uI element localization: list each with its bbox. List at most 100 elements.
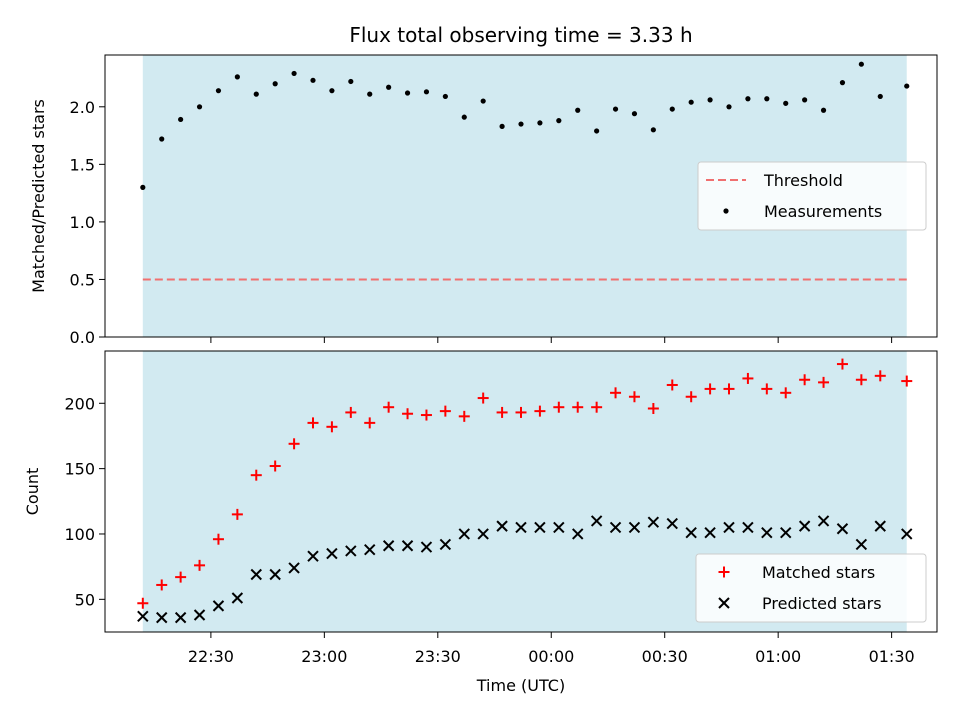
top-y-tick-label: 1.0 — [70, 213, 95, 232]
bottom-cross-point — [704, 526, 716, 539]
top-dot-point — [631, 111, 638, 117]
bottom-cross-point — [439, 538, 452, 551]
top-dot-point — [904, 83, 910, 89]
bottom-cross-point — [685, 526, 697, 539]
top-dot-point — [575, 107, 581, 113]
bottom-cross-point — [855, 538, 868, 551]
top-y-tick-label: 0.5 — [70, 270, 95, 289]
top-dot-point — [802, 97, 808, 103]
x-tick-label: 00:30 — [642, 647, 688, 666]
x-tick-label: 00:00 — [528, 647, 574, 666]
top-legend-label: Measurements — [764, 202, 882, 221]
bottom-plus-point — [855, 374, 867, 386]
bottom-cross-point — [307, 550, 319, 562]
bottom-legend-label: Matched stars — [762, 563, 875, 582]
bottom-cross-point — [137, 610, 149, 623]
x-axis-label: Time (UTC) — [476, 676, 565, 695]
bottom-plus-point — [799, 374, 811, 386]
bottom-plus-point — [326, 421, 338, 433]
top-dot-point — [423, 89, 430, 95]
top-panel: 0.0 0.5 1.0 1.5 2.0 Matched/Predicted stars Th… — [29, 54, 938, 347]
bottom-plus-point — [269, 460, 281, 472]
bottom-cross-point — [193, 609, 206, 621]
bottom-plus-point — [628, 391, 640, 403]
bottom-plus-point — [534, 405, 546, 417]
top-dot-point — [650, 127, 656, 133]
top-dot-point — [877, 93, 883, 100]
top-legend-swatch — [723, 208, 729, 214]
bottom-cross-point — [666, 517, 678, 530]
top-dot-point — [707, 97, 713, 103]
bottom-cross-point — [174, 611, 187, 624]
top-y-tick-label: 2.0 — [70, 98, 95, 117]
bottom-plus-point — [212, 533, 224, 545]
bottom-y-tick-label: 100 — [64, 525, 95, 544]
top-dot-point — [612, 106, 619, 112]
top-dot-point — [234, 74, 240, 80]
bottom-legend-box — [695, 553, 927, 623]
bottom-cross-point — [761, 526, 773, 539]
bottom-cross-point — [723, 521, 735, 534]
top-dot-point — [820, 107, 827, 113]
bottom-cross-point — [572, 528, 584, 540]
top-dot-point — [253, 91, 259, 97]
bottom-plus-point — [175, 571, 187, 583]
top-dot-point — [442, 93, 448, 100]
top-dot-point — [480, 98, 486, 104]
bottom-plus-point — [901, 375, 913, 387]
bottom-plus-point — [420, 409, 432, 421]
bottom-cross-point — [458, 528, 470, 540]
x-tick-label: 01:00 — [755, 647, 801, 666]
x-tick-label: 01:30 — [869, 647, 915, 666]
bottom-y-tick-label: 150 — [64, 460, 95, 479]
bottom-axes-frame — [104, 350, 938, 633]
bottom-panel: 50 100 150 200 22:30 23:00 23:30 00:00 00:30 01:0… — [23, 350, 938, 666]
bottom-plus-point — [439, 405, 451, 417]
bottom-plus-point — [836, 358, 848, 370]
bottom-cross-point — [477, 528, 489, 540]
top-dot-point — [518, 121, 524, 127]
bottom-cross-point — [212, 600, 225, 612]
bottom-plus-point — [685, 391, 697, 403]
bottom-plus-point — [364, 417, 376, 429]
bottom-cross-point — [496, 520, 508, 532]
bottom-legend: Matched stars Predicted stars — [695, 553, 927, 623]
top-y-tick-label: 0.0 — [70, 328, 95, 347]
top-dot-point — [404, 90, 411, 96]
bottom-y-tick-label: 50 — [75, 590, 95, 609]
bottom-cross-point — [901, 528, 913, 540]
top-axes-frame — [104, 54, 938, 338]
bottom-cross-point — [345, 545, 357, 557]
top-dot-point — [178, 116, 184, 123]
top-dot-point — [291, 70, 297, 77]
bottom-cross-point — [817, 515, 830, 527]
bottom-cross-point — [553, 521, 565, 534]
top-dot-point — [745, 96, 751, 102]
top-dot-point — [537, 120, 543, 126]
top-dot-point — [386, 84, 392, 90]
top-dot-point — [461, 114, 467, 120]
bottom-cross-point — [269, 568, 281, 581]
top-dot-point — [329, 88, 335, 94]
bottom-cross-point — [364, 543, 376, 556]
top-y-tick-label: 1.5 — [70, 155, 95, 174]
x-tick-label: 23:00 — [301, 647, 347, 666]
top-dot-point — [159, 136, 165, 142]
bottom-y-axis-label: Count — [23, 468, 42, 516]
bottom-legend-label: Predicted stars — [762, 594, 882, 613]
top-dot-point — [215, 88, 222, 94]
bottom-cross-point — [515, 521, 527, 534]
top-legend: Threshold Measurements — [697, 161, 927, 231]
bottom-plus-point — [383, 401, 395, 413]
bottom-cross-point — [231, 592, 244, 604]
bottom-plus-point — [704, 383, 716, 395]
top-dot-point — [272, 81, 278, 87]
top-dot-point — [348, 78, 354, 85]
bottom-plus-point — [402, 408, 414, 420]
bottom-plus-point — [723, 383, 735, 395]
top-y-axis-label: Matched/Predicted stars — [29, 99, 48, 293]
bottom-cross-point — [156, 611, 168, 624]
top-dot-point — [140, 184, 146, 190]
top-legend-label: Threshold — [763, 171, 843, 190]
top-dot-point — [196, 104, 203, 110]
